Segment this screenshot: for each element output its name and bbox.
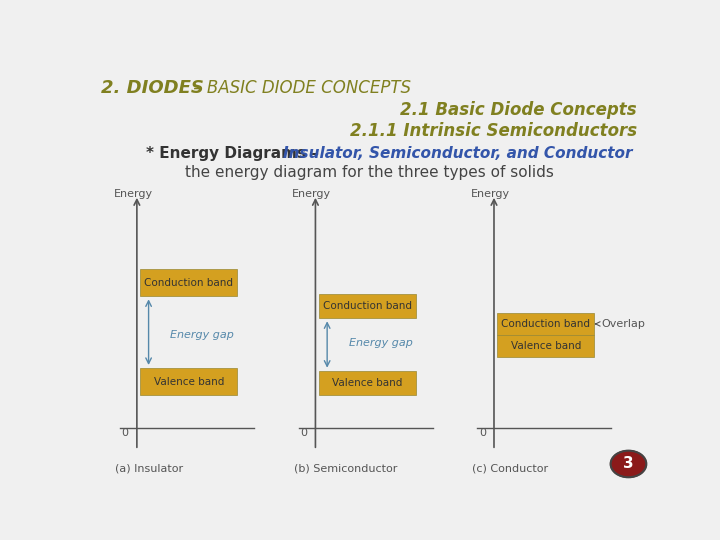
Text: (b) Semiconductor: (b) Semiconductor [294, 464, 397, 474]
Text: Insulator, Semiconductor, and Conductor: Insulator, Semiconductor, and Conductor [282, 146, 632, 161]
Text: 2. DIODES: 2. DIODES [101, 79, 204, 97]
Bar [140, 269, 238, 296]
Text: Conduction band: Conduction band [323, 301, 412, 311]
Text: (a) Insulator: (a) Insulator [115, 464, 183, 474]
Text: Valence band: Valence band [153, 376, 224, 387]
Text: Valence band: Valence band [510, 341, 581, 351]
Text: Conduction band: Conduction band [501, 319, 590, 329]
Text: * Energy Diagrams –: * Energy Diagrams – [145, 146, 324, 161]
Text: 0: 0 [479, 428, 486, 438]
Bar [319, 294, 416, 319]
Text: 2.1.1 Intrinsic Semiconductors: 2.1.1 Intrinsic Semiconductors [350, 122, 637, 140]
Bar [319, 370, 416, 395]
Text: Valence band: Valence band [332, 378, 402, 388]
Text: 0: 0 [122, 428, 129, 438]
Text: Overlap: Overlap [595, 319, 645, 329]
Text: Energy: Energy [471, 190, 510, 199]
Text: 2.1 Basic Diode Concepts: 2.1 Basic Diode Concepts [400, 102, 637, 119]
Text: Energy gap: Energy gap [171, 330, 234, 340]
Circle shape [611, 451, 647, 477]
Bar [498, 335, 595, 357]
Text: Energy: Energy [114, 190, 153, 199]
Text: Energy: Energy [292, 190, 331, 199]
Text: Energy gap: Energy gap [349, 338, 413, 348]
Text: (c) Conductor: (c) Conductor [472, 464, 549, 474]
Bar [140, 368, 238, 395]
Bar [498, 313, 595, 335]
Text: Conduction band: Conduction band [144, 278, 233, 288]
Text: – BASIC DIODE CONCEPTS: – BASIC DIODE CONCEPTS [188, 79, 410, 97]
Text: the energy diagram for the three types of solids: the energy diagram for the three types o… [184, 165, 554, 180]
Text: 3: 3 [623, 456, 634, 471]
Text: 0: 0 [300, 428, 307, 438]
